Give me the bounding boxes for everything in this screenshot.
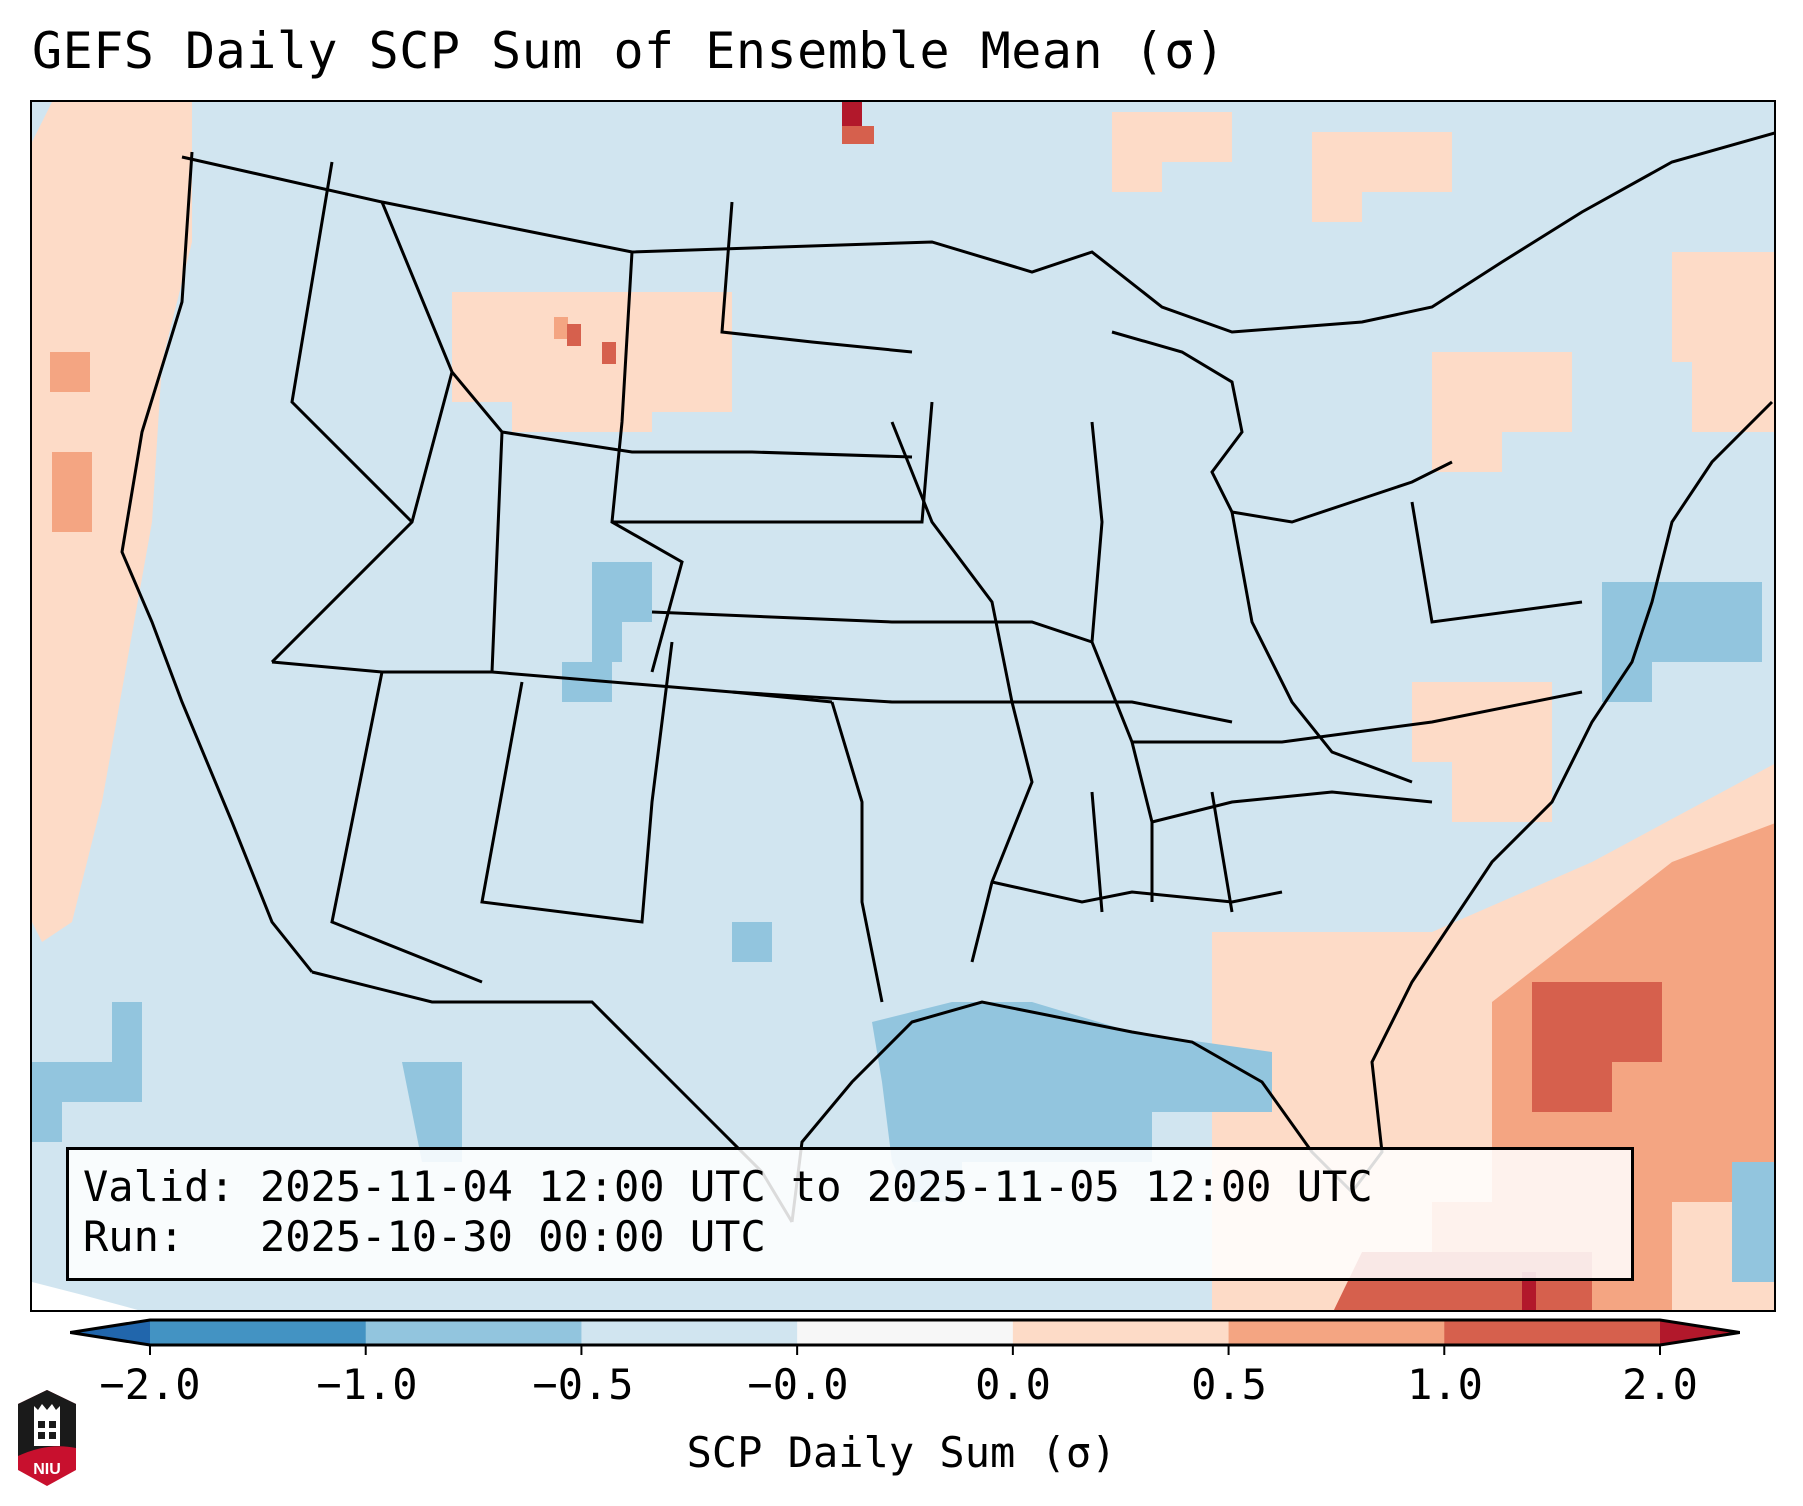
offshore-or-0.5 bbox=[50, 352, 90, 392]
montana-0.5a bbox=[554, 317, 568, 339]
tick-label: −0.0 bbox=[747, 1360, 849, 1409]
texas-negative bbox=[732, 922, 772, 962]
chart-title: GEFS Daily SCP Sum of Ensemble Mean (σ) bbox=[32, 22, 1226, 80]
colorbar-label: SCP Daily Sum (σ) bbox=[686, 1428, 1117, 1477]
state-line-south-1 bbox=[480, 641, 674, 924]
logo-text: NIU bbox=[33, 1461, 61, 1478]
tick-label: 0.0 bbox=[975, 1360, 1051, 1409]
tick-label: 0.5 bbox=[1191, 1360, 1267, 1409]
state-line-plains-5 bbox=[651, 610, 1093, 644]
colorbar-outline bbox=[70, 1318, 1740, 1347]
state-line-plains-1 bbox=[490, 431, 833, 704]
tick-label: 1.0 bbox=[1407, 1360, 1483, 1409]
state-line-49 bbox=[380, 201, 913, 459]
west-coast bbox=[120, 151, 314, 973]
colorbar bbox=[70, 1318, 1740, 1355]
tick-label: −2.0 bbox=[99, 1360, 201, 1409]
valid-label: Valid: bbox=[83, 1162, 235, 1211]
state-line-idaho bbox=[290, 161, 414, 524]
state-line-east-4 bbox=[1151, 790, 1433, 824]
map-canvas bbox=[32, 102, 1774, 1310]
pacific-northwest-offshore-positive bbox=[32, 102, 192, 942]
bahamas-1.0 bbox=[1532, 982, 1662, 1112]
quebec-positive bbox=[1312, 132, 1452, 222]
nd-canada-1.0 bbox=[842, 126, 874, 144]
colorbar-bin bbox=[365, 1320, 582, 1345]
baja-negative bbox=[402, 1062, 462, 1162]
run-label: Run: bbox=[83, 1212, 185, 1261]
new-england-positive bbox=[1672, 252, 1774, 432]
tick-label: −0.5 bbox=[532, 1360, 634, 1409]
state-line-east-5 bbox=[1410, 501, 1583, 624]
new-york-positive bbox=[1432, 352, 1572, 472]
atlantic-northeast-negative bbox=[1602, 582, 1762, 702]
state-line-south-3 bbox=[991, 880, 1283, 904]
colorbar-bins bbox=[70, 1320, 1740, 1345]
montana-1.0 bbox=[602, 342, 616, 364]
state-line-plains-3 bbox=[720, 201, 913, 354]
colorbar-bin bbox=[581, 1320, 798, 1345]
state-line-west-2 bbox=[330, 671, 483, 984]
us-canada-border bbox=[181, 131, 1774, 334]
state-line-south-2 bbox=[830, 701, 884, 1003]
state-line-plains-4 bbox=[612, 401, 934, 524]
state-line-east-3 bbox=[1132, 690, 1583, 744]
colorado-negative bbox=[562, 562, 652, 702]
colorbar-bin bbox=[1228, 1320, 1445, 1345]
colorbar-extend-max bbox=[1660, 1320, 1740, 1345]
state-line-east-2 bbox=[1230, 511, 1413, 784]
colorbar-extend-min bbox=[70, 1320, 150, 1345]
nd-canada-max bbox=[842, 102, 862, 126]
offshore-ca-0.5 bbox=[52, 452, 92, 532]
cuba-south-max bbox=[1522, 1272, 1536, 1310]
info-box: Valid: 2025-11-04 12:00 UTC to 2025-11-0… bbox=[66, 1147, 1634, 1281]
tick-label: 2.0 bbox=[1622, 1360, 1698, 1409]
great-lakes bbox=[1111, 330, 1453, 524]
montana-0.5b bbox=[567, 324, 581, 346]
niu-logo-icon: NIU bbox=[18, 1390, 76, 1486]
colorbar-ticks bbox=[149, 1345, 1661, 1355]
valid-value: 2025-11-04 12:00 UTC to 2025-11-05 12:00… bbox=[260, 1162, 1373, 1211]
colorbar-bin bbox=[797, 1320, 1014, 1345]
carolinas-positive bbox=[1412, 682, 1552, 822]
run-value: 2025-10-30 00:00 UTC bbox=[260, 1212, 766, 1261]
map-panel bbox=[30, 100, 1776, 1312]
colorbar-bin bbox=[1444, 1320, 1661, 1345]
ontario-positive bbox=[1112, 112, 1232, 192]
state-line-east-1 bbox=[1090, 421, 1154, 902]
colorbar-bin bbox=[150, 1320, 367, 1345]
tick-label: −1.0 bbox=[316, 1360, 418, 1409]
colorbar-bin bbox=[1012, 1320, 1230, 1345]
pacific-negative bbox=[32, 1002, 142, 1142]
state-line-south-4 bbox=[1090, 791, 1104, 913]
montana-positive bbox=[452, 292, 732, 432]
state-line-south-5 bbox=[1210, 791, 1234, 913]
caribbean-negative bbox=[1732, 1162, 1774, 1282]
